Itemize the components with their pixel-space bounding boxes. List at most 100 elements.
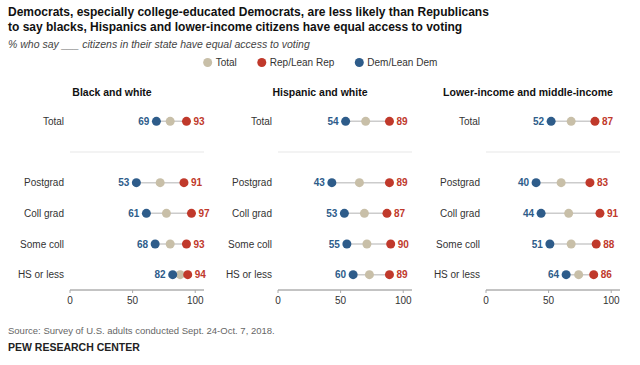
data-label: 91 <box>607 208 619 219</box>
dot <box>182 240 191 249</box>
dot <box>166 117 175 126</box>
data-label: 93 <box>193 239 205 250</box>
legend-swatch <box>257 58 266 67</box>
row-label: Coll grad <box>440 208 480 219</box>
dot <box>152 117 161 126</box>
dot <box>168 270 177 279</box>
row-label: Some coll <box>228 239 272 250</box>
x-tick-label: 0 <box>67 295 73 306</box>
legend-label: Rep/Lean Rep <box>270 57 335 68</box>
data-label: 44 <box>523 208 535 219</box>
separator <box>70 152 204 153</box>
x-tick-label: 50 <box>127 295 139 306</box>
row-label: HS or less <box>434 269 480 280</box>
x-tick-label: 100 <box>603 295 620 306</box>
legend-label: Dem/Lean Dem <box>367 57 437 68</box>
data-label: 87 <box>602 116 614 127</box>
dot <box>545 240 554 249</box>
dot <box>341 117 350 126</box>
dot <box>385 117 394 126</box>
data-label: 68 <box>137 239 149 250</box>
data-label: 91 <box>191 177 203 188</box>
dot <box>562 270 571 279</box>
x-tick <box>611 290 612 293</box>
dot <box>142 209 151 218</box>
row-label: Some coll <box>20 239 64 250</box>
x-tick <box>278 290 279 293</box>
dot <box>360 209 369 218</box>
x-tick <box>132 290 133 293</box>
panel: Hispanic and white0501008954894387539055… <box>226 86 412 306</box>
legend-label: Total <box>216 57 237 68</box>
x-tick-label: 50 <box>543 295 555 306</box>
dot <box>567 240 576 249</box>
row-label: Some coll <box>436 239 480 250</box>
data-labels: 87528340914488518664 <box>518 116 619 280</box>
separator <box>278 152 412 153</box>
title-line: to say blacks, Hispanics and lower-incom… <box>8 20 462 34</box>
dot <box>589 270 598 279</box>
dot <box>385 270 394 279</box>
data-label: 89 <box>396 116 408 127</box>
dot <box>187 209 196 218</box>
dot <box>595 209 604 218</box>
data-label: 90 <box>398 239 410 250</box>
data-label: 83 <box>597 177 609 188</box>
dot <box>151 240 160 249</box>
dot <box>585 178 594 187</box>
dot <box>592 240 601 249</box>
x-tick-label: 0 <box>483 295 489 306</box>
x-tick-label: 50 <box>335 295 347 306</box>
data-label: 53 <box>326 208 338 219</box>
marks <box>132 117 196 279</box>
dot <box>182 117 191 126</box>
data-label: 55 <box>329 239 341 250</box>
data-label: 87 <box>394 208 406 219</box>
panel: Black and white0501009369915397619368948… <box>18 86 210 306</box>
marks <box>327 117 395 279</box>
x-tick-label: 100 <box>187 295 204 306</box>
data-label: 53 <box>118 177 130 188</box>
dot <box>386 240 395 249</box>
x-tick <box>403 290 404 293</box>
dot <box>162 209 171 218</box>
dot <box>156 178 165 187</box>
separator <box>486 152 620 153</box>
dot <box>349 270 358 279</box>
data-label: 97 <box>198 208 210 219</box>
dot <box>385 178 394 187</box>
dot <box>362 240 371 249</box>
data-labels: 89548943875390558960 <box>314 116 410 280</box>
x-tick-label: 100 <box>395 295 412 306</box>
row-label: Coll grad <box>24 208 64 219</box>
data-labels: 93699153976193689482 <box>118 116 210 280</box>
dot <box>361 117 370 126</box>
dot <box>342 240 351 249</box>
footer: PEW RESEARCH CENTER <box>8 341 140 353</box>
dot <box>547 117 556 126</box>
x-tick <box>70 290 71 293</box>
dot <box>590 117 599 126</box>
x-tick <box>195 290 196 293</box>
row-label: Coll grad <box>232 208 272 219</box>
row-label: Postgrad <box>24 177 64 188</box>
x-axis-line <box>278 290 412 291</box>
panel-title: Hispanic and white <box>272 86 367 98</box>
data-label: 88 <box>603 239 615 250</box>
dot <box>166 240 175 249</box>
legend-swatch <box>203 58 212 67</box>
dot <box>179 178 188 187</box>
x-axis-line <box>70 290 204 291</box>
data-label: 61 <box>128 208 140 219</box>
data-label: 86 <box>601 269 613 280</box>
marks <box>532 117 605 279</box>
data-label: 60 <box>335 269 347 280</box>
data-label: 93 <box>193 116 205 127</box>
row-label: Total <box>43 116 64 127</box>
data-label: 89 <box>396 177 408 188</box>
x-tick <box>548 290 549 293</box>
data-label: 40 <box>518 177 530 188</box>
chart: Democrats, especially college-educated D… <box>0 0 640 365</box>
legend: Total Rep/Lean Rep Dem/Lean Dem <box>203 57 437 68</box>
dot <box>567 117 576 126</box>
